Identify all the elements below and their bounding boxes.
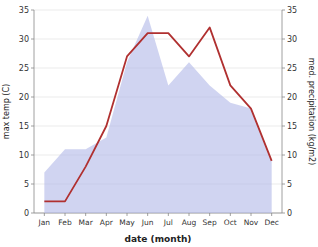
x-tick-label: Mar	[79, 218, 94, 227]
y-axis-label: max temp (C)	[2, 84, 11, 139]
x-tick-label: Sep	[203, 218, 217, 227]
x-tick-label: Dec	[264, 218, 279, 227]
x-tick	[44, 213, 45, 216]
x-tick-label: May	[119, 218, 135, 227]
x-tick-label: Jun	[141, 218, 154, 227]
x-tick	[127, 213, 128, 216]
y2-tick	[282, 213, 285, 214]
y-tick-label: 20	[19, 93, 29, 102]
x-axis-label: date (month)	[125, 234, 192, 244]
y-tick	[31, 213, 34, 214]
x-tick-label: Apr	[100, 218, 114, 227]
y-tick	[31, 68, 34, 69]
y2-tick-label: 0	[287, 209, 292, 218]
y-tick	[31, 10, 34, 11]
y2-tick-label: 5	[287, 180, 292, 189]
chart: 0 5 10 15 20 25 30 35 0 5 10 15 20 25 30 35 Jan Feb Mar Apr…	[0, 0, 318, 247]
y-tick-label: 25	[19, 64, 29, 73]
x-tick-label: Aug	[182, 218, 197, 227]
x-tick	[189, 213, 190, 216]
y2-tick-label: 15	[287, 122, 297, 131]
y2-tick	[282, 10, 285, 11]
x-tick	[147, 213, 148, 216]
x-tick-label: Feb	[58, 218, 72, 227]
y2-tick	[282, 68, 285, 69]
y-tick	[31, 155, 34, 156]
area	[44, 16, 271, 213]
x-tick	[85, 213, 86, 216]
y2-tick	[282, 126, 285, 127]
y2-tick-label: 25	[287, 64, 297, 73]
x-tick-label: Jan	[38, 218, 51, 227]
x-tick	[168, 213, 169, 216]
y2-tick	[282, 184, 285, 185]
plot-area	[44, 16, 271, 213]
y-tick-label: 15	[19, 122, 29, 131]
x-tick	[65, 213, 66, 216]
y-tick	[31, 39, 34, 40]
y-tick-label: 10	[19, 151, 29, 160]
grid-line	[34, 10, 282, 11]
x-tick	[251, 213, 252, 216]
y2-tick-label: 20	[287, 93, 297, 102]
grid-line	[34, 39, 282, 40]
y-axis-line	[34, 10, 35, 213]
x-tick-label: Nov	[244, 218, 259, 227]
x-tick-label: Jul	[163, 218, 173, 227]
y-tick-label: 35	[19, 6, 29, 15]
y2-tick	[282, 97, 285, 98]
x-tick	[209, 213, 210, 216]
y-tick	[31, 97, 34, 98]
y-tick	[31, 126, 34, 127]
y2-axis-line	[282, 10, 283, 213]
x-tick-label: Oct	[224, 218, 237, 227]
y-tick	[31, 184, 34, 185]
x-tick	[106, 213, 107, 216]
y2-tick	[282, 155, 285, 156]
y-tick-label: 0	[24, 209, 29, 218]
x-tick	[230, 213, 231, 216]
line	[44, 27, 271, 201]
x-tick	[271, 213, 272, 216]
y2-tick-label: 35	[287, 6, 297, 15]
y2-axis-label: med. precipitation (kg/m2)	[307, 58, 316, 165]
y-tick-label: 5	[24, 180, 29, 189]
y-tick-label: 30	[19, 35, 29, 44]
y2-tick-label: 30	[287, 35, 297, 44]
y2-tick-label: 10	[287, 151, 297, 160]
y2-tick	[282, 39, 285, 40]
